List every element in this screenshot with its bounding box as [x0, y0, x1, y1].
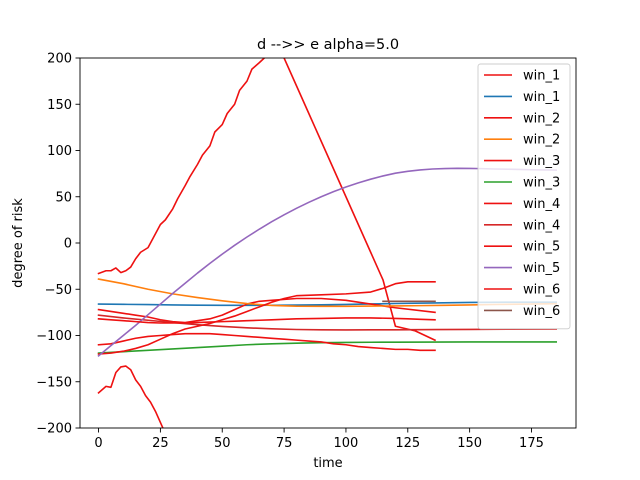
legend-label: win_4	[523, 218, 560, 233]
y-axis-label: degree of risk	[11, 198, 26, 288]
series-line-win-6-10	[97, 317, 436, 324]
legend-label: win_5	[523, 261, 560, 276]
legend-label: win_3	[523, 154, 560, 169]
y-tick-label: 50	[55, 190, 72, 205]
y-tick-label: 0	[64, 237, 72, 252]
legend-label: win_5	[523, 240, 560, 255]
x-tick-label: 0	[94, 436, 102, 451]
legend-label: win_6	[523, 304, 560, 319]
x-tick-label: 50	[214, 436, 231, 451]
series-line-win-1-1	[97, 301, 558, 307]
x-tick-label: 75	[276, 436, 293, 451]
series-line-win-1-0	[97, 58, 437, 342]
x-tick-label: 100	[334, 436, 359, 451]
x-axis-label: time	[313, 456, 342, 471]
series-line-win-2-2	[97, 297, 436, 324]
series-line-win-5-8	[97, 281, 436, 355]
legend-box	[477, 63, 571, 330]
y-tick-label: 150	[47, 98, 72, 113]
legend: win_1 win_1 win_2 win_2 win_3 win_3 win_4 win_4…	[477, 63, 571, 330]
series-line-win-3-5	[97, 341, 558, 354]
series-line-win-3-4	[97, 365, 164, 428]
chart-title: d -->> e alpha=5.0	[257, 37, 399, 53]
y-axis: −200 −150 −100 −50 0 50 100 150 200	[36, 52, 80, 437]
x-tick-label: 25	[152, 436, 169, 451]
y-tick-label: 200	[47, 52, 72, 67]
y-tick-label: 100	[47, 144, 72, 159]
legend-label: win_4	[523, 197, 560, 212]
x-tick-label: 150	[457, 436, 482, 451]
legend-label: win_2	[523, 111, 560, 126]
legend-label: win_1	[523, 90, 560, 105]
x-tick-label: 175	[519, 436, 544, 451]
series-line-win-4-7	[97, 314, 558, 331]
y-tick-label: −200	[36, 422, 72, 437]
x-axis: 0 25 50 75 100 125 150 175	[94, 428, 544, 451]
y-tick-label: −150	[36, 375, 72, 390]
series-line-win-4-6	[97, 332, 436, 352]
legend-label: win_1	[523, 69, 560, 84]
legend-label: win_3	[523, 176, 560, 191]
legend-label: win_6	[523, 283, 560, 298]
y-tick-label: −100	[36, 329, 72, 344]
legend-label: win_2	[523, 133, 560, 148]
y-tick-label: −50	[45, 283, 72, 298]
x-tick-label: 125	[395, 436, 420, 451]
